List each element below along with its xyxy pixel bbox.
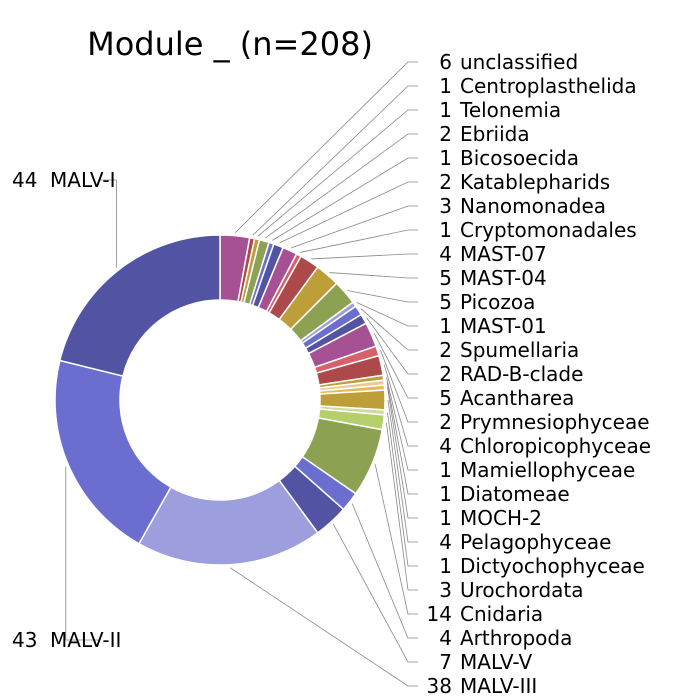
value-label: 43 [12,628,37,652]
category-labels-group: unclassifiedCentroplasthelidaTelonemiaEb… [50,50,651,698]
category-label: Picozoa [460,290,535,314]
leader-line [264,133,418,239]
chart-title: Module _ (n=208) [87,25,373,63]
category-label: Arthropoda [460,626,572,650]
category-label: Acantharea [460,386,574,410]
value-label: 1 [439,314,452,338]
value-label: 5 [439,266,452,290]
leader-line [347,290,418,303]
slices-group [54,234,386,566]
leader-line [329,272,418,279]
category-label: RAD-B-clade [460,362,583,386]
value-label: 1 [439,482,452,506]
value-label: 1 [439,218,452,242]
category-label: Chloropicophyceae [460,434,651,458]
category-label: Diatomeae [460,482,570,506]
leader-line [374,464,418,615]
leader-line [366,317,418,375]
leader-line [65,466,100,641]
leader-line [383,364,418,447]
value-label: 4 [439,530,452,554]
category-label: Cryptomonadales [460,218,637,242]
category-label: MAST-01 [460,314,547,338]
leader-line [387,412,418,567]
value-label: 2 [439,338,452,362]
leader-line [386,377,418,471]
leader-line [229,567,418,687]
value-label: 1 [439,98,452,122]
value-label: 1 [439,74,452,98]
slice-malv-ii [54,359,172,545]
value-label: 6 [439,50,452,74]
category-label: Mamiellophyceae [460,458,635,482]
category-label: Urochordata [460,578,584,602]
category-label: MALV-III [460,674,537,698]
leader-line [351,503,418,639]
leader-line [279,181,418,244]
value-label: 3 [439,194,452,218]
leader-lines-group [65,61,418,687]
category-label: Dictyochophyceae [460,554,645,578]
leader-line [272,157,418,241]
category-label: Telonemia [459,98,561,122]
value-label: 1 [439,146,452,170]
leader-line [311,253,418,260]
value-label: 14 [427,602,452,626]
leader-line [387,399,418,543]
value-label: 2 [439,410,452,434]
leader-line [257,109,418,237]
leader-line [387,387,418,519]
value-label: 3 [439,578,452,602]
leader-line [332,523,418,663]
value-label: 5 [439,386,452,410]
value-label: 1 [439,458,452,482]
category-label: MAST-07 [460,242,547,266]
category-label: MALV-V [460,650,532,674]
value-label: 1 [439,506,452,530]
value-label: 7 [439,650,452,674]
value-label: 4 [439,434,452,458]
value-label: 4 [439,242,452,266]
leader-line [386,382,418,495]
category-label: Bicosoecida [460,146,579,170]
value-label: 2 [439,362,452,386]
category-label: Nanomonadea [460,194,606,218]
value-label: 2 [439,122,452,146]
value-label: 38 [427,674,452,698]
leader-line [360,308,418,351]
leader-line [252,85,418,236]
category-label: MALV-I [50,168,116,192]
category-label: unclassified [460,50,578,74]
category-label: MOCH-2 [460,506,542,530]
slice-malv-i [58,234,221,377]
leader-line [373,333,418,399]
category-label: Centroplasthelida [460,74,637,98]
category-label: Prymnesiophyceae [460,410,650,434]
category-label: MAST-04 [460,266,547,290]
leader-line [380,349,418,423]
value-label: 2 [439,170,452,194]
value-label: 4 [439,626,452,650]
category-label: Katablepharids [460,170,610,194]
category-label: Pelagophyceae [460,530,611,554]
value-label: 44 [12,168,37,192]
leader-line [291,205,418,249]
leader-line [386,422,418,591]
category-label: Cnidaria [460,602,543,626]
leader-line [300,229,418,253]
leader-line [100,179,117,268]
leader-line [356,302,418,327]
category-label: Spumellaria [460,338,579,362]
leader-line [234,61,418,233]
value-label: 5 [439,290,452,314]
category-label: MALV-II [50,628,121,652]
category-label: Ebriida [460,122,530,146]
value-label: 1 [439,554,452,578]
